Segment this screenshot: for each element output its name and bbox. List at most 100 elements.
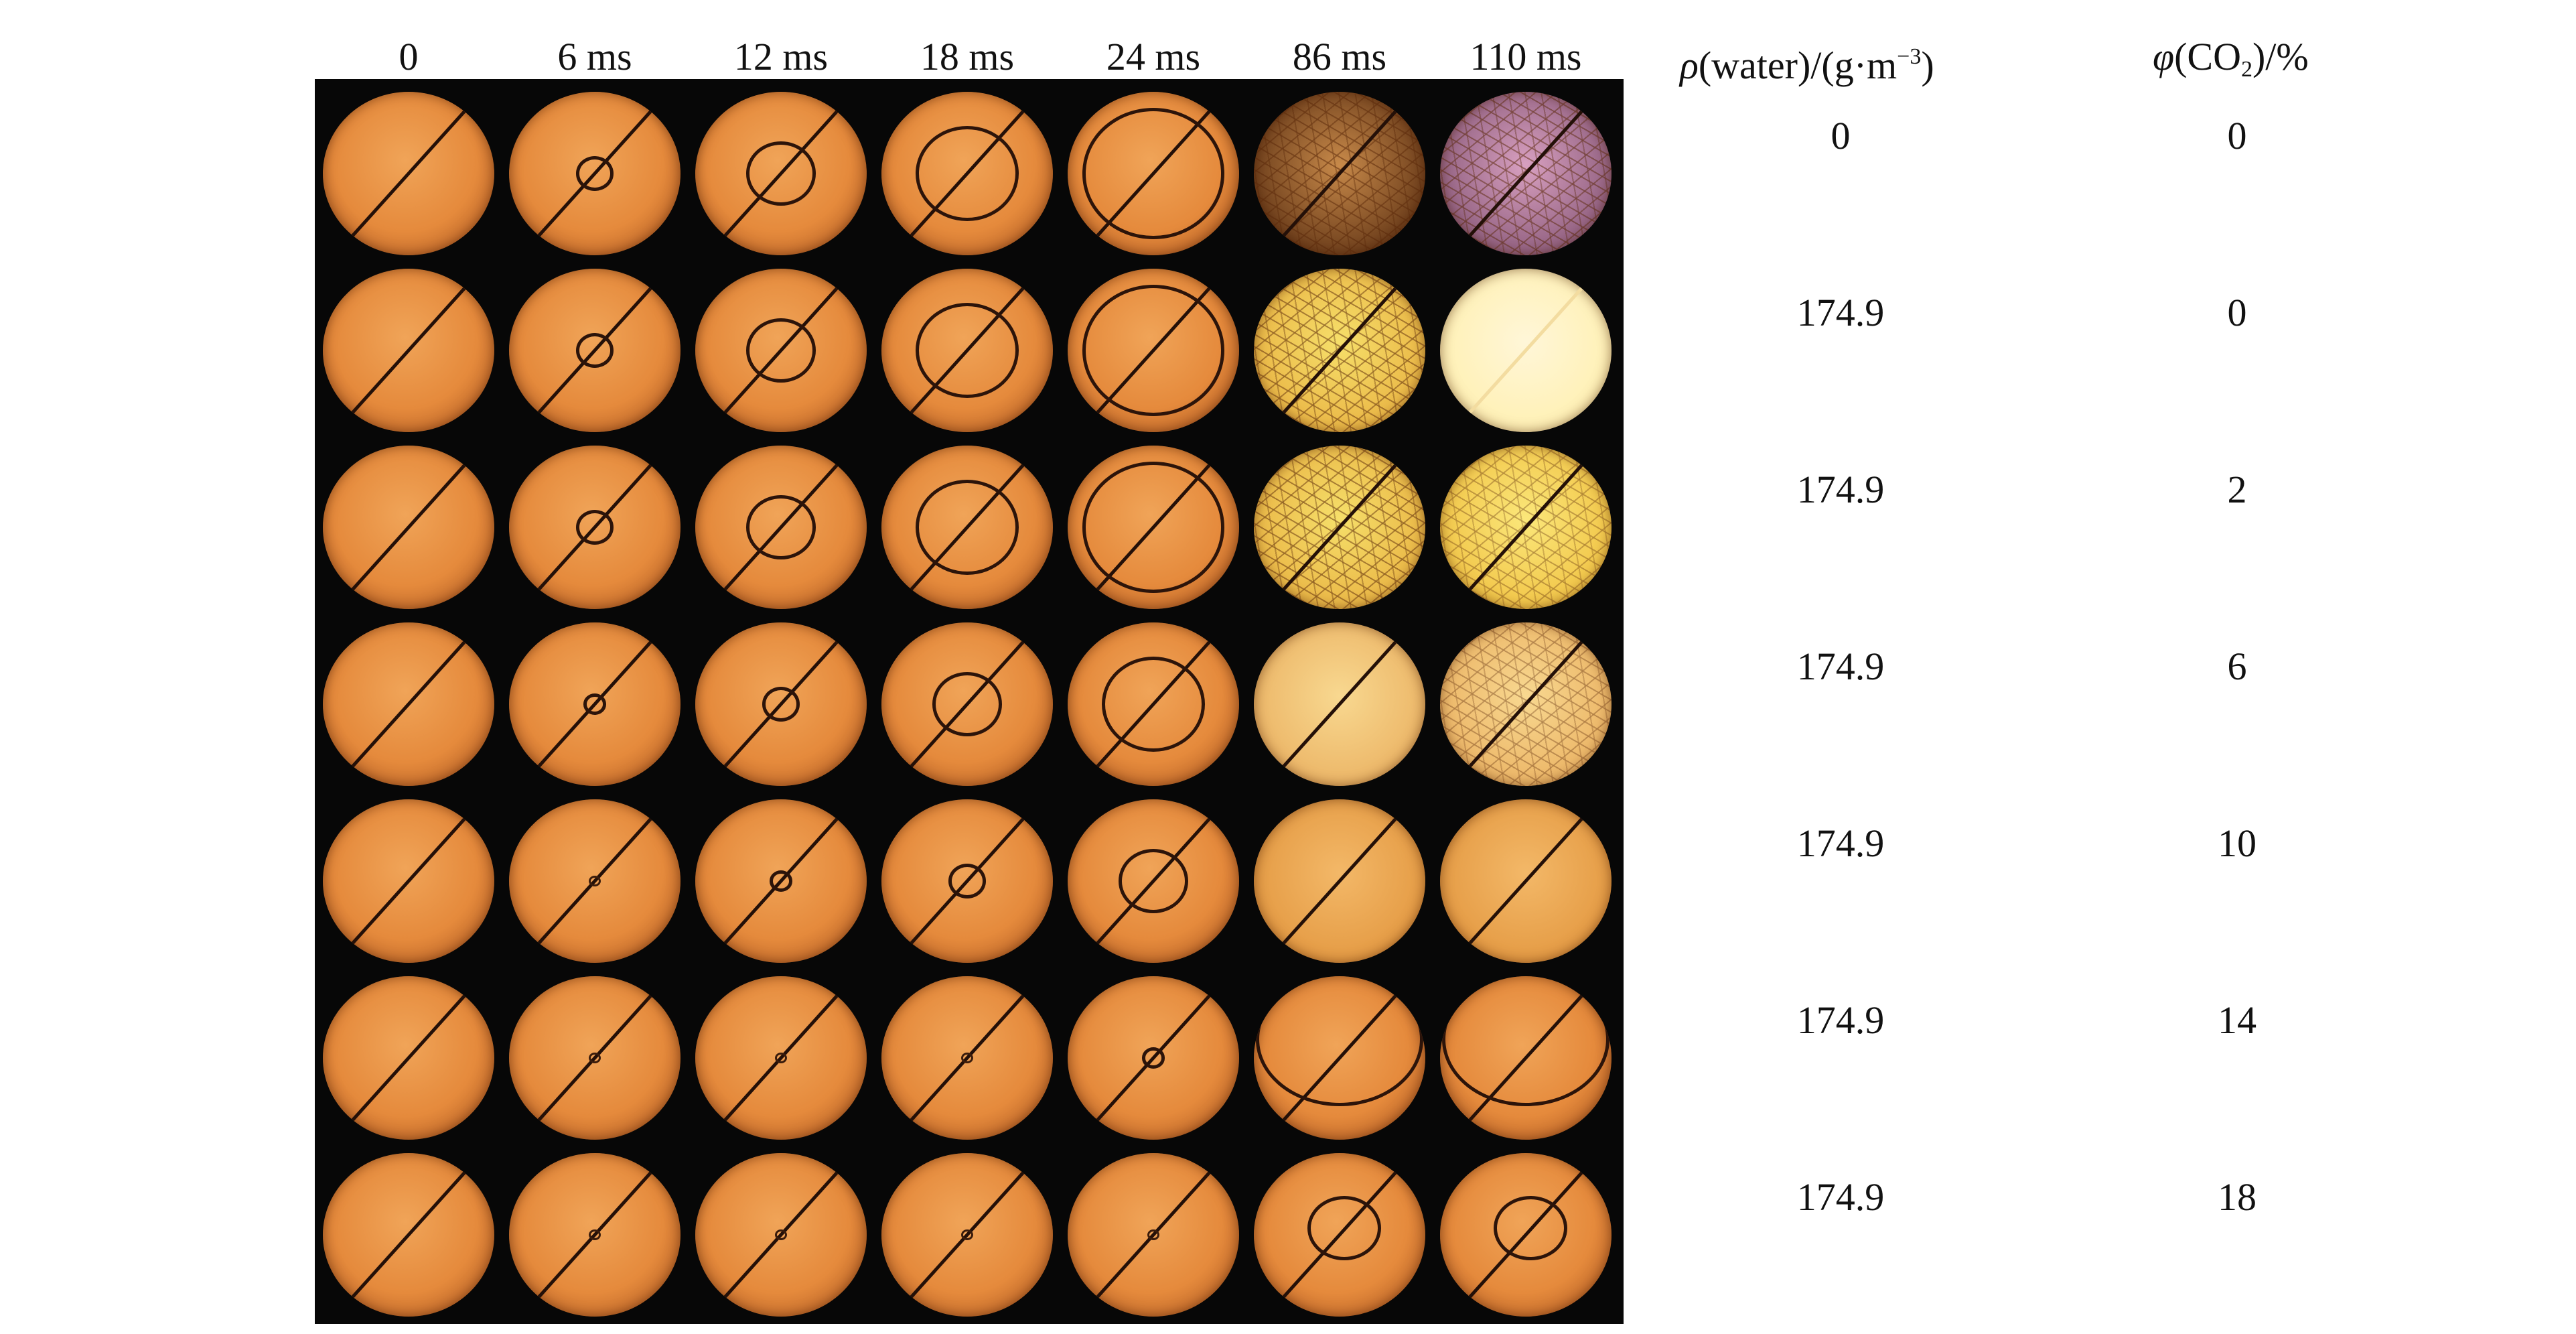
flame-frame (689, 440, 873, 615)
flame-frame (1433, 1147, 1618, 1323)
flame-front (948, 864, 986, 898)
combustion-chamber-window (323, 622, 494, 786)
combustion-chamber-window (1254, 799, 1425, 963)
co2-fraction-header: φ(CO2)/% (2153, 35, 2309, 82)
water-density-value: 174.9 (1796, 291, 1885, 334)
electrode (1456, 273, 1595, 427)
combustion-chamber-window (1068, 1153, 1239, 1317)
combustion-chamber-window (1254, 269, 1425, 432)
flame-frame (1247, 616, 1432, 792)
combustion-chamber-window (1254, 446, 1425, 609)
electrode (339, 450, 478, 604)
co2-fraction-value: 6 (2227, 645, 2247, 688)
combustion-chamber-window (1440, 269, 1612, 432)
flame-frame (875, 793, 1060, 969)
flame-front (932, 672, 1002, 736)
combustion-chamber-window (1254, 622, 1425, 786)
water-density-header: ρ(water)/(g·m−3) (1680, 44, 1934, 87)
combustion-chamber-window (1440, 1153, 1612, 1317)
flame-front (1082, 108, 1224, 239)
flame-front (762, 687, 800, 722)
flame-frame (1247, 970, 1432, 1146)
flame-frame (502, 793, 687, 969)
flame-frame (502, 970, 687, 1146)
water-density-value: 174.9 (1796, 468, 1885, 511)
electrode (339, 96, 478, 251)
flame-front (775, 1052, 787, 1064)
flame-frame (502, 86, 687, 261)
flame-front (576, 156, 614, 191)
flame-frame (875, 86, 1060, 261)
flame-frame (875, 616, 1060, 792)
flame-front (916, 126, 1019, 221)
combustion-chamber-window (1440, 92, 1612, 255)
combustion-chamber-window (695, 976, 867, 1140)
combustion-chamber-window (695, 446, 867, 609)
flame-front (961, 1229, 973, 1241)
flame-front (589, 1052, 601, 1064)
flame-frame (689, 793, 873, 969)
flame-frame (689, 263, 873, 438)
combustion-chamber-window (695, 269, 867, 432)
electrode (1270, 627, 1409, 781)
combustion-chamber-window (1068, 799, 1239, 963)
water-density-value: 174.9 (1796, 821, 1885, 865)
flame-frame (1247, 86, 1432, 261)
flame-front (1119, 849, 1188, 913)
flame-front (1494, 1196, 1567, 1260)
time-label: 18 ms (920, 35, 1015, 78)
flame-frame (502, 263, 687, 438)
flame-front (1082, 285, 1224, 416)
co2-fraction-value: 18 (2218, 1175, 2257, 1219)
flame-front (775, 1229, 787, 1241)
combustion-chamber-window (1440, 976, 1612, 1140)
electrode (339, 1158, 478, 1312)
flame-frame (1061, 616, 1246, 792)
flame-frame (875, 440, 1060, 615)
flame-front (576, 333, 614, 368)
co2-fraction-value: 0 (2227, 114, 2247, 157)
combustion-chamber-window (1068, 622, 1239, 786)
combustion-chamber-window (1254, 976, 1425, 1140)
electrode (1456, 804, 1595, 958)
combustion-chamber-window (1440, 799, 1612, 963)
flame-image-grid (315, 79, 1624, 1324)
flame-frame (1433, 440, 1618, 615)
flame-frame (1433, 970, 1618, 1146)
co2-fraction-value: 10 (2218, 821, 2257, 865)
flame-frame (1061, 793, 1246, 969)
combustion-chamber-window (323, 269, 494, 432)
flame-front (770, 870, 792, 892)
time-label: 86 ms (1292, 35, 1387, 78)
flame-frame (316, 86, 501, 261)
water-density-value: 0 (1831, 114, 1851, 157)
combustion-chamber-window (323, 976, 494, 1140)
combustion-chamber-window (323, 799, 494, 963)
flame-front (589, 875, 601, 887)
electrode (339, 627, 478, 781)
flame-frame (1247, 440, 1432, 615)
flame-frame (502, 1147, 687, 1323)
flame-front (1256, 976, 1423, 1106)
flame-frame (1061, 86, 1246, 261)
flame-frame (502, 440, 687, 615)
combustion-chamber-window (1440, 622, 1612, 786)
flame-front (1307, 1196, 1381, 1260)
combustion-chamber-window (695, 92, 867, 255)
combustion-chamber-window (509, 92, 681, 255)
combustion-chamber-window (1254, 92, 1425, 255)
water-density-value: 174.9 (1796, 998, 1885, 1042)
flame-front (961, 1052, 973, 1064)
flame-front (1082, 462, 1224, 593)
flame-front (916, 480, 1019, 575)
combustion-chamber-window (881, 269, 1053, 432)
combustion-chamber-window (1068, 976, 1239, 1140)
flame-frame (1433, 616, 1618, 792)
water-density-value: 174.9 (1796, 645, 1885, 688)
combustion-chamber-window (509, 446, 681, 609)
combustion-chamber-window (509, 269, 681, 432)
flame-frame (689, 86, 873, 261)
electrode (339, 981, 478, 1135)
flame-frame (502, 616, 687, 792)
combustion-chamber-window (323, 446, 494, 609)
